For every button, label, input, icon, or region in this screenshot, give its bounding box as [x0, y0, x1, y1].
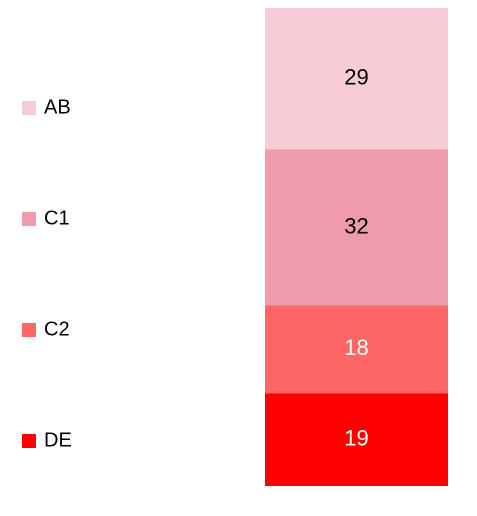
legend-swatch	[22, 434, 36, 448]
data-label: 18	[344, 335, 368, 360]
legend-swatch	[22, 323, 36, 337]
data-label: 19	[344, 425, 368, 450]
bar-segment	[265, 393, 448, 486]
legend-label: AB	[44, 96, 71, 118]
legend-label: C2	[44, 318, 70, 340]
legend-swatch	[22, 101, 36, 115]
bar-segment	[265, 8, 448, 150]
bar-segment	[265, 305, 448, 394]
data-label: 29	[344, 65, 368, 90]
bar-segment	[265, 149, 448, 306]
legend-label: DE	[44, 429, 72, 451]
data-label: 32	[344, 213, 368, 238]
legend-swatch	[22, 212, 36, 226]
legend-label: C1	[44, 207, 70, 229]
